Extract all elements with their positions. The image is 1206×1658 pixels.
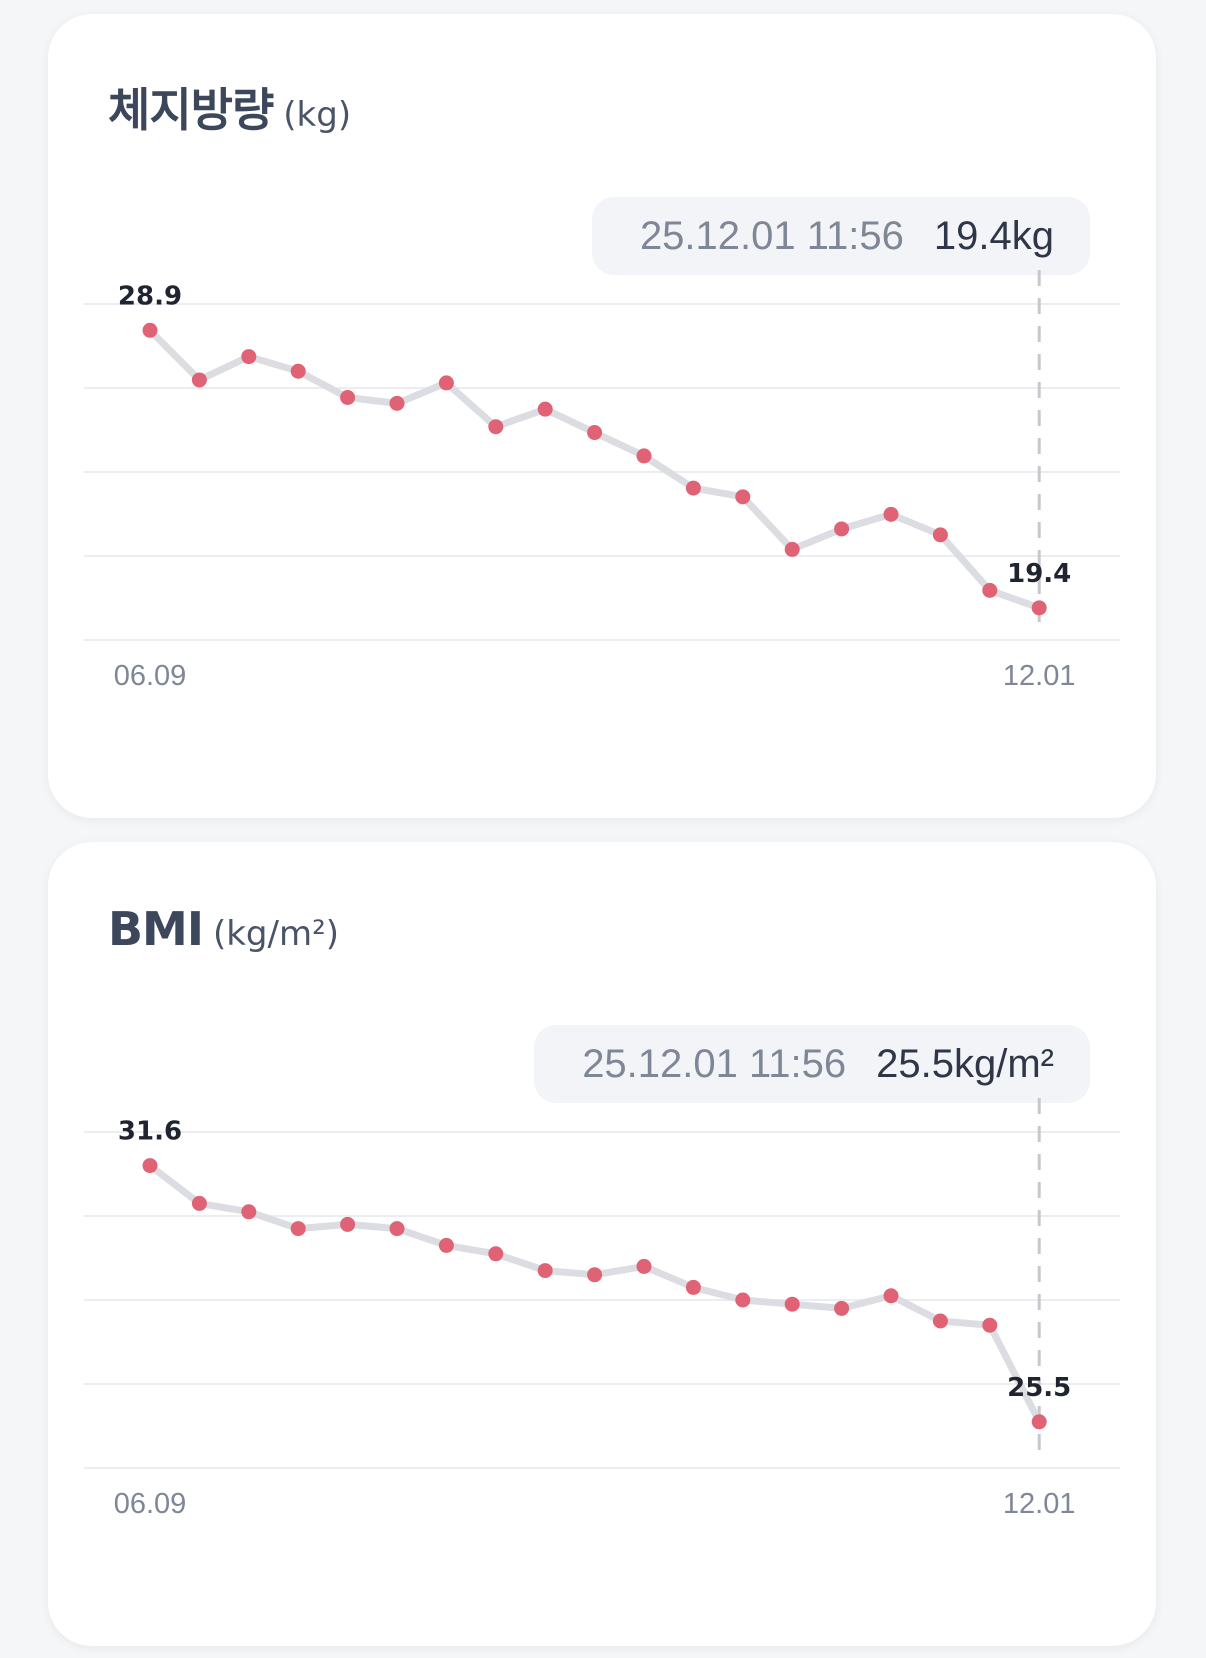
data-point[interactable] bbox=[834, 1300, 850, 1316]
data-label-first: 28.9 bbox=[118, 281, 182, 311]
data-point[interactable] bbox=[537, 1263, 553, 1279]
x-tick-label-start: 06.09 bbox=[114, 1488, 187, 1520]
data-point[interactable] bbox=[932, 527, 948, 543]
tooltip-value: 25.5kg/m² bbox=[876, 1041, 1054, 1086]
bmi-card: BMI (kg/m²) 25.12.01 11:56 25.5kg/m² 31.… bbox=[48, 842, 1156, 1646]
data-point[interactable] bbox=[587, 1267, 603, 1283]
bmi-line-chart[interactable]: 31.6 25.5 06.09 12.01 bbox=[48, 842, 1156, 1646]
data-point[interactable] bbox=[1031, 1414, 1047, 1430]
data-point[interactable] bbox=[587, 425, 603, 441]
x-tick-label-end: 12.01 bbox=[1003, 1488, 1076, 1520]
data-point[interactable] bbox=[389, 1221, 405, 1237]
data-point[interactable] bbox=[834, 521, 850, 537]
data-point[interactable] bbox=[1031, 600, 1047, 616]
x-tick-label-start: 06.09 bbox=[114, 660, 187, 692]
data-point[interactable] bbox=[685, 480, 701, 496]
tooltip-date: 25.12.01 11:56 bbox=[582, 1041, 847, 1086]
series-line bbox=[146, 326, 1043, 612]
chart-unit: (kg) bbox=[283, 95, 352, 135]
data-point[interactable] bbox=[883, 506, 899, 522]
data-point[interactable] bbox=[241, 1204, 257, 1220]
data-point[interactable] bbox=[290, 363, 306, 379]
data-point[interactable] bbox=[241, 349, 257, 365]
data-point[interactable] bbox=[982, 582, 998, 598]
data-point[interactable] bbox=[191, 1195, 207, 1211]
data-point[interactable] bbox=[537, 401, 553, 417]
data-point[interactable] bbox=[636, 1258, 652, 1274]
value-tooltip: 25.12.01 11:56 19.4kg bbox=[591, 197, 1090, 275]
data-point[interactable] bbox=[438, 1237, 454, 1253]
data-point[interactable] bbox=[142, 322, 158, 338]
tooltip-date: 25.12.01 11:56 bbox=[639, 213, 904, 258]
tooltip-value: 19.4kg bbox=[933, 213, 1054, 258]
data-point[interactable] bbox=[290, 1221, 306, 1237]
data-point[interactable] bbox=[340, 1216, 356, 1232]
chart-title: BMI bbox=[108, 902, 204, 956]
chart-title: 체지방량 bbox=[108, 83, 274, 137]
data-point[interactable] bbox=[932, 1313, 948, 1329]
data-point[interactable] bbox=[438, 375, 454, 391]
data-label-first: 31.6 bbox=[118, 1117, 182, 1147]
data-point[interactable] bbox=[784, 1296, 800, 1312]
body-fat-line-chart[interactable]: 28.9 19.4 06.09 12.01 bbox=[48, 14, 1156, 818]
data-point[interactable] bbox=[488, 419, 504, 435]
data-label-last: 19.4 bbox=[1007, 559, 1071, 589]
data-point[interactable] bbox=[488, 1246, 504, 1262]
chart-unit: (kg/m²) bbox=[212, 914, 339, 954]
data-point[interactable] bbox=[735, 1292, 751, 1308]
data-point[interactable] bbox=[784, 541, 800, 557]
card-title: 체지방량 (kg) bbox=[108, 74, 351, 144]
data-point[interactable] bbox=[685, 1279, 701, 1295]
data-point[interactable] bbox=[982, 1317, 998, 1333]
body-fat-card: 체지방량 (kg) 25.12.01 11:56 19.4kg 28.9 19.4… bbox=[48, 14, 1156, 818]
data-point[interactable] bbox=[340, 389, 356, 405]
data-point[interactable] bbox=[883, 1288, 899, 1304]
data-point[interactable] bbox=[389, 395, 405, 411]
x-tick-label-end: 12.01 bbox=[1003, 660, 1076, 692]
data-label-last: 25.5 bbox=[1007, 1373, 1071, 1403]
data-point[interactable] bbox=[191, 372, 207, 388]
data-point[interactable] bbox=[735, 489, 751, 505]
data-point[interactable] bbox=[636, 448, 652, 464]
card-title: BMI (kg/m²) bbox=[108, 902, 339, 972]
value-tooltip: 25.12.01 11:56 25.5kg/m² bbox=[534, 1025, 1090, 1103]
data-point[interactable] bbox=[142, 1158, 158, 1174]
